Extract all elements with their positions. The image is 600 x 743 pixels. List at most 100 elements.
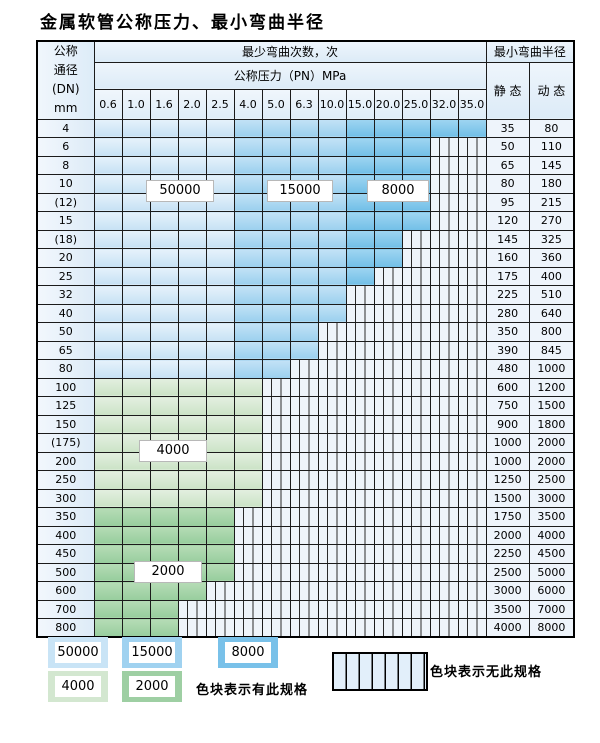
pressure-cell: [93, 155, 123, 175]
dn-cell: 65: [36, 340, 95, 360]
pressure-cell: [233, 396, 263, 416]
pressure-cell: [121, 507, 151, 527]
pressure-cell: [317, 340, 347, 360]
pressure-cell: [289, 248, 319, 268]
pressure-cell: [149, 396, 179, 416]
pressure-cell: [345, 377, 375, 397]
pressure-cell: [233, 525, 263, 545]
pressure-cell: [121, 618, 151, 638]
pressure-cell: [233, 155, 263, 175]
pressure-cell: [401, 451, 431, 471]
pressure-cell: [261, 322, 291, 342]
pressure-cell: [93, 192, 123, 212]
dn-cell: 15: [36, 211, 95, 231]
static-radius-value: 750: [485, 396, 530, 416]
pressure-cell: [345, 248, 375, 268]
static-radius-value: 3500: [485, 599, 530, 619]
pressure-cell: [345, 359, 375, 379]
pressure-cell: [177, 396, 207, 416]
pressure-cell: [373, 229, 403, 249]
pressure-cell: [429, 562, 459, 582]
pressure-cell: [177, 525, 207, 545]
static-radius-value: 80: [485, 174, 530, 194]
pressure-cell: [345, 544, 375, 564]
pressure-cell: [205, 488, 235, 508]
min-radius-header: 最小弯曲半径: [485, 40, 575, 63]
pressure-cell: [233, 211, 263, 231]
static-radius-value: 2000: [485, 525, 530, 545]
pressure-cell: [429, 174, 459, 194]
pressure-cell: [93, 211, 123, 231]
pressure-cell: [373, 581, 403, 601]
pressure-cell: [373, 155, 403, 175]
pressure-cell: [429, 599, 459, 619]
pressure-cell: [149, 414, 179, 434]
pressure-cell: [373, 118, 403, 138]
pressure-cell: [401, 137, 431, 157]
pressure-cell: [205, 544, 235, 564]
pressure-cell: [457, 266, 487, 286]
pressure-col-header: 25.0: [401, 88, 431, 120]
pressure-cell: [429, 470, 459, 490]
bend-cycles-header: 最少弯曲次数，次: [93, 40, 487, 63]
table-row: 700 3500 7000: [36, 599, 575, 619]
pressure-cell: [429, 248, 459, 268]
table-row: 65 390 845: [36, 340, 575, 360]
pressure-cell: [429, 581, 459, 601]
pressure-cell: [121, 599, 151, 619]
pressure-cell: [93, 303, 123, 323]
legend-no-spec-swatch: [332, 652, 428, 691]
pressure-cell: [149, 137, 179, 157]
pressure-cell: [345, 581, 375, 601]
pressure-cell: [345, 525, 375, 545]
static-radius-value: 480: [485, 359, 530, 379]
pressure-cell: [261, 155, 291, 175]
dn-cell: 4: [36, 118, 95, 138]
pressure-cell: [93, 525, 123, 545]
pressure-cell: [233, 322, 263, 342]
pressure-cell: [93, 451, 123, 471]
pressure-cell: [177, 266, 207, 286]
pressure-cell: [121, 322, 151, 342]
pressure-cell: [149, 359, 179, 379]
pressure-cell: [401, 322, 431, 342]
pressure-cell: [429, 488, 459, 508]
table-row: 8 65 145: [36, 155, 575, 175]
pressure-cell: [121, 118, 151, 138]
pressure-cell: [177, 377, 207, 397]
pressure-cell: [429, 359, 459, 379]
pressure-cell: [205, 266, 235, 286]
dynamic-radius-value: 270: [528, 211, 575, 231]
pressure-cell: [149, 229, 179, 249]
pressure-col-header: 32.0: [429, 88, 459, 120]
pressure-cell: [93, 137, 123, 157]
static-radius-value: 225: [485, 285, 530, 305]
pressure-cell: [373, 137, 403, 157]
static-radius-value: 35: [485, 118, 530, 138]
pressure-cell: [121, 525, 151, 545]
pressure-cell: [233, 433, 263, 453]
pressure-cell: [373, 285, 403, 305]
dynamic-radius-value: 3500: [528, 507, 575, 527]
pressure-cell: [233, 174, 263, 194]
pressure-cell: [149, 322, 179, 342]
pressure-cell: [93, 507, 123, 527]
table-row: (175) 1000 2000: [36, 433, 575, 453]
pressure-cell: [93, 266, 123, 286]
pressure-cell: [457, 488, 487, 508]
pressure-cell: [205, 414, 235, 434]
pressure-cell: [401, 562, 431, 582]
static-header: 静 态: [485, 61, 530, 120]
dn-cell: 800: [36, 618, 95, 638]
pressure-cell: [317, 562, 347, 582]
static-radius-value: 65: [485, 155, 530, 175]
pressure-cell: [233, 544, 263, 564]
pressure-cell: [457, 359, 487, 379]
table-row: 200 1000 2000: [36, 451, 575, 471]
pressure-cell: [261, 488, 291, 508]
pressure-cell: [205, 285, 235, 305]
pressure-cell: [373, 599, 403, 619]
pressure-cell: [401, 581, 431, 601]
dynamic-header: 动 态: [528, 61, 575, 120]
